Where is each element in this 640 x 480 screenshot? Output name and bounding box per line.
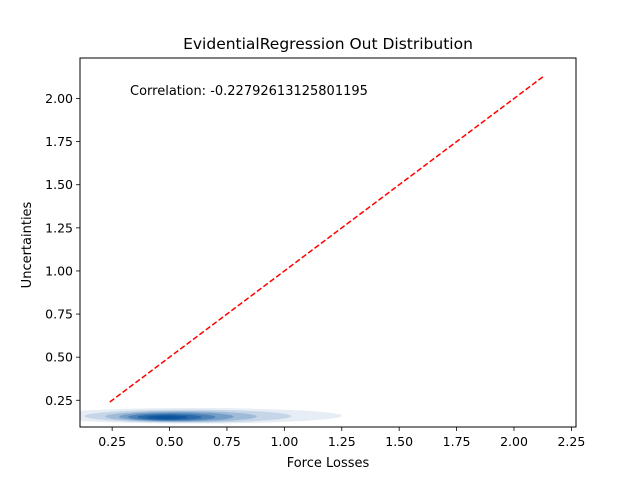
y-tick-label: 2.00 [45, 91, 73, 106]
x-tick-label: 1.75 [443, 434, 471, 449]
x-tick-label: 0.25 [98, 434, 126, 449]
x-tick-label: 0.75 [213, 434, 241, 449]
correlation-annotation: Correlation: -0.22792613125801195 [130, 84, 368, 99]
y-axis-label: Uncertainties [20, 201, 35, 288]
y-tick-label: 0.50 [45, 350, 73, 365]
reference-line [109, 75, 545, 403]
y-tick-label: 0.25 [45, 393, 73, 408]
density-contour-0 [80, 408, 342, 424]
x-tick-label: 0.50 [156, 434, 184, 449]
density-layer [80, 408, 342, 424]
plot-frame [79, 57, 577, 428]
chart-title: EvidentialRegression Out Distribution [183, 35, 473, 53]
y-tick-label: 1.50 [45, 177, 73, 192]
x-axis-ticks: 0.25 0.50 0.75 1.00 1.25 1.50 1.75 2.00 2.25 [98, 427, 585, 449]
x-tick-label: 1.00 [270, 434, 298, 449]
x-tick-label: 2.00 [500, 434, 528, 449]
y-axis-ticks: 0.25 0.50 0.75 1.00 1.25 1.50 1.75 2.00 [45, 91, 80, 408]
y-tick-label: 1.75 [45, 134, 73, 149]
x-tick-label: 1.50 [385, 434, 413, 449]
x-axis-label: Force Losses [287, 456, 370, 471]
x-tick-label: 1.25 [328, 434, 356, 449]
density-contour-7 [155, 416, 179, 419]
y-tick-label: 1.00 [45, 263, 73, 278]
y-tick-label: 1.25 [45, 220, 73, 235]
y-tick-label: 0.75 [45, 307, 73, 322]
x-tick-label: 2.25 [557, 434, 585, 449]
